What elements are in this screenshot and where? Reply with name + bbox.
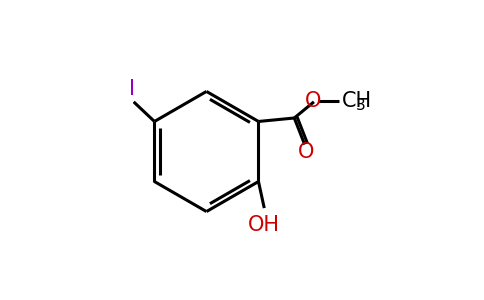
Text: CH: CH <box>342 91 372 111</box>
Text: O: O <box>298 142 314 161</box>
Text: OH: OH <box>248 214 280 235</box>
Text: O: O <box>304 91 321 111</box>
Text: I: I <box>129 79 135 99</box>
Text: 3: 3 <box>356 98 366 113</box>
